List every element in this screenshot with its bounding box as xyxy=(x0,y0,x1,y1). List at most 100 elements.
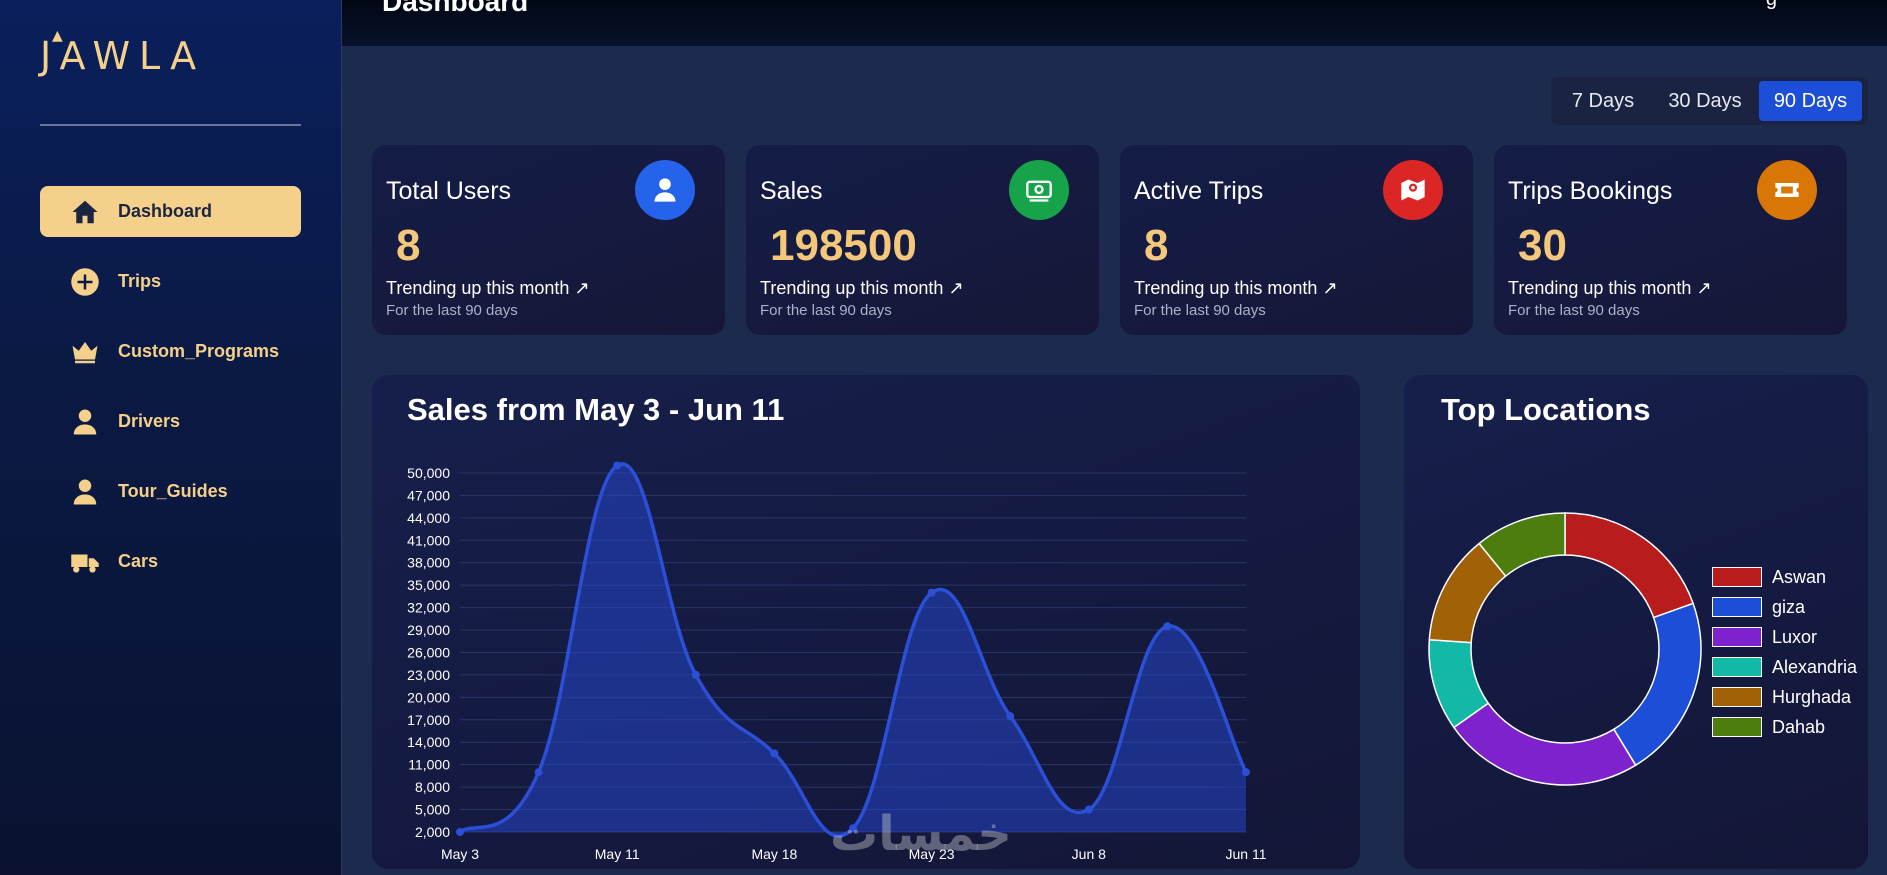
range-90-days-button[interactable]: 90 Days xyxy=(1759,81,1862,121)
sales-data-point[interactable] xyxy=(849,824,857,833)
money-icon xyxy=(1009,160,1069,220)
sales-data-point[interactable] xyxy=(1084,805,1093,814)
y-tick-label: 29,000 xyxy=(407,622,450,638)
sales-data-point[interactable] xyxy=(770,749,779,758)
legend-label: Aswan xyxy=(1772,566,1827,587)
home-icon xyxy=(68,197,102,227)
donut-slice-luxor[interactable] xyxy=(1452,702,1637,786)
y-tick-label: 5,000 xyxy=(415,802,450,818)
legend-swatch xyxy=(1712,627,1762,647)
donut-slice-aswan[interactable] xyxy=(1564,512,1695,619)
sales-data-point[interactable] xyxy=(456,828,464,836)
card-title: Total Users xyxy=(386,177,512,205)
date-range-toggle: 7 Days 30 Days 90 Days xyxy=(1551,77,1868,125)
card-title: Trips Bookings xyxy=(1508,177,1673,205)
sales-data-point[interactable] xyxy=(613,461,622,470)
card-value: 198500 xyxy=(770,221,917,270)
sidebar-item-dashboard[interactable]: Dashboard xyxy=(40,186,301,237)
sidebar-item-tour-guides[interactable]: Tour_Guides xyxy=(40,466,301,517)
x-tick-label: Jun 8 xyxy=(1072,846,1106,862)
legend-swatch xyxy=(1712,567,1762,587)
legend-swatch xyxy=(1712,717,1762,737)
card-trend: Trending up this month ↗ xyxy=(1508,278,1712,298)
sidebar-item-label: Cars xyxy=(118,551,159,571)
map-pin-icon xyxy=(1383,160,1443,220)
x-tick-label: Jun 11 xyxy=(1226,846,1267,862)
sidebar-item-cars[interactable]: Cars xyxy=(40,536,301,587)
sidebar: ▲ JAWLA Dashboard Trips Custom_Programs xyxy=(0,0,342,875)
y-tick-label: 41,000 xyxy=(407,532,450,548)
crown-icon xyxy=(68,337,102,367)
y-tick-label: 47,000 xyxy=(407,487,450,503)
x-tick-label: May 3 xyxy=(441,846,479,862)
sidebar-item-trips[interactable]: Trips xyxy=(40,256,301,307)
donut-slice-giza[interactable] xyxy=(1612,602,1702,767)
sales-chart: 2,000 5,000 8,000 11,000 14,000 17,000 20,000 2… xyxy=(407,461,1267,862)
legend-label: Hurghada xyxy=(1772,686,1852,707)
donut-slice-dahab[interactable] xyxy=(1478,512,1566,578)
stat-card-total-users: Total Users 8 Trending up this month ↗ F… xyxy=(372,145,725,335)
y-tick-label: 14,000 xyxy=(407,734,450,750)
range-30-days-button[interactable]: 30 Days xyxy=(1668,89,1742,112)
sidebar-nav: Dashboard Trips Custom_Programs Drivers … xyxy=(40,186,301,606)
ticket-icon xyxy=(1757,160,1817,220)
legend-label: giza xyxy=(1772,596,1806,617)
stat-card-trips-bookings: Trips Bookings 30 Trending up this month… xyxy=(1494,145,1847,335)
plus-circle-icon xyxy=(68,267,102,297)
card-trend: Trending up this month ↗ xyxy=(386,278,590,298)
watermark: خمسات xyxy=(830,806,1012,862)
legend-swatch xyxy=(1712,597,1762,617)
y-tick-label: 20,000 xyxy=(407,689,450,705)
sidebar-item-label: Custom_Programs xyxy=(118,341,280,361)
legend-item-giza[interactable]: giza xyxy=(1712,592,1857,622)
legend-item-alexandria[interactable]: Alexandria xyxy=(1712,652,1857,682)
legend-label: Alexandria xyxy=(1772,656,1858,677)
card-title: Sales xyxy=(760,177,823,205)
sales-data-point[interactable] xyxy=(1006,712,1015,721)
sidebar-item-label: Drivers xyxy=(118,411,181,431)
legend-swatch xyxy=(1712,687,1762,707)
y-tick-label: 2,000 xyxy=(415,824,450,840)
card-value: 8 xyxy=(396,221,421,270)
y-tick-label: 26,000 xyxy=(407,644,450,660)
user-icon xyxy=(68,407,102,437)
locations-legend: Aswan giza Luxor Alexandria Hurghada Dahab xyxy=(1712,562,1857,742)
legend-item-aswan[interactable]: Aswan xyxy=(1712,562,1857,592)
y-tick-label: 32,000 xyxy=(407,600,450,616)
legend-item-luxor[interactable]: Luxor xyxy=(1712,622,1857,652)
stat-card-active-trips: Active Trips 8 Trending up this month ↗ … xyxy=(1120,145,1473,335)
sidebar-divider xyxy=(40,124,301,126)
legend-item-hurghada[interactable]: Hurghada xyxy=(1712,682,1857,712)
legend-swatch xyxy=(1712,657,1762,677)
truck-icon xyxy=(68,547,102,577)
card-value: 30 xyxy=(1518,221,1567,270)
sidebar-item-label: Tour_Guides xyxy=(118,481,228,501)
card-value: 8 xyxy=(1144,221,1169,270)
user-icon xyxy=(635,160,695,220)
y-tick-label: 44,000 xyxy=(407,510,450,526)
y-tick-label: 23,000 xyxy=(407,667,450,683)
x-tick-label: May 18 xyxy=(751,846,797,862)
y-tick-label: 11,000 xyxy=(408,757,450,773)
sales-data-point[interactable] xyxy=(1163,622,1172,631)
header-user-text[interactable]: g xyxy=(1766,0,1777,11)
y-tick-label: 50,000 xyxy=(407,465,450,481)
sidebar-item-label: Dashboard xyxy=(118,201,213,221)
app-logo[interactable]: ▲ JAWLA xyxy=(40,28,206,78)
sidebar-item-label: Trips xyxy=(118,271,162,291)
card-title: Active Trips xyxy=(1134,177,1264,205)
locations-donut-chart xyxy=(1428,512,1702,786)
sales-data-point[interactable] xyxy=(927,588,936,597)
y-tick-label: 8,000 xyxy=(415,779,450,795)
sidebar-item-drivers[interactable]: Drivers xyxy=(40,396,301,447)
top-header: Dashboard g xyxy=(342,0,1887,46)
legend-label: Luxor xyxy=(1772,626,1818,647)
sales-data-point[interactable] xyxy=(534,768,543,777)
sales-data-point[interactable] xyxy=(691,670,700,679)
range-7-days-button[interactable]: 7 Days xyxy=(1571,89,1635,112)
sales-data-point[interactable] xyxy=(1242,768,1250,777)
user-icon xyxy=(68,477,102,507)
legend-item-dahab[interactable]: Dahab xyxy=(1712,712,1857,742)
legend-label: Dahab xyxy=(1772,716,1826,737)
sidebar-item-custom-programs[interactable]: Custom_Programs xyxy=(40,326,301,377)
